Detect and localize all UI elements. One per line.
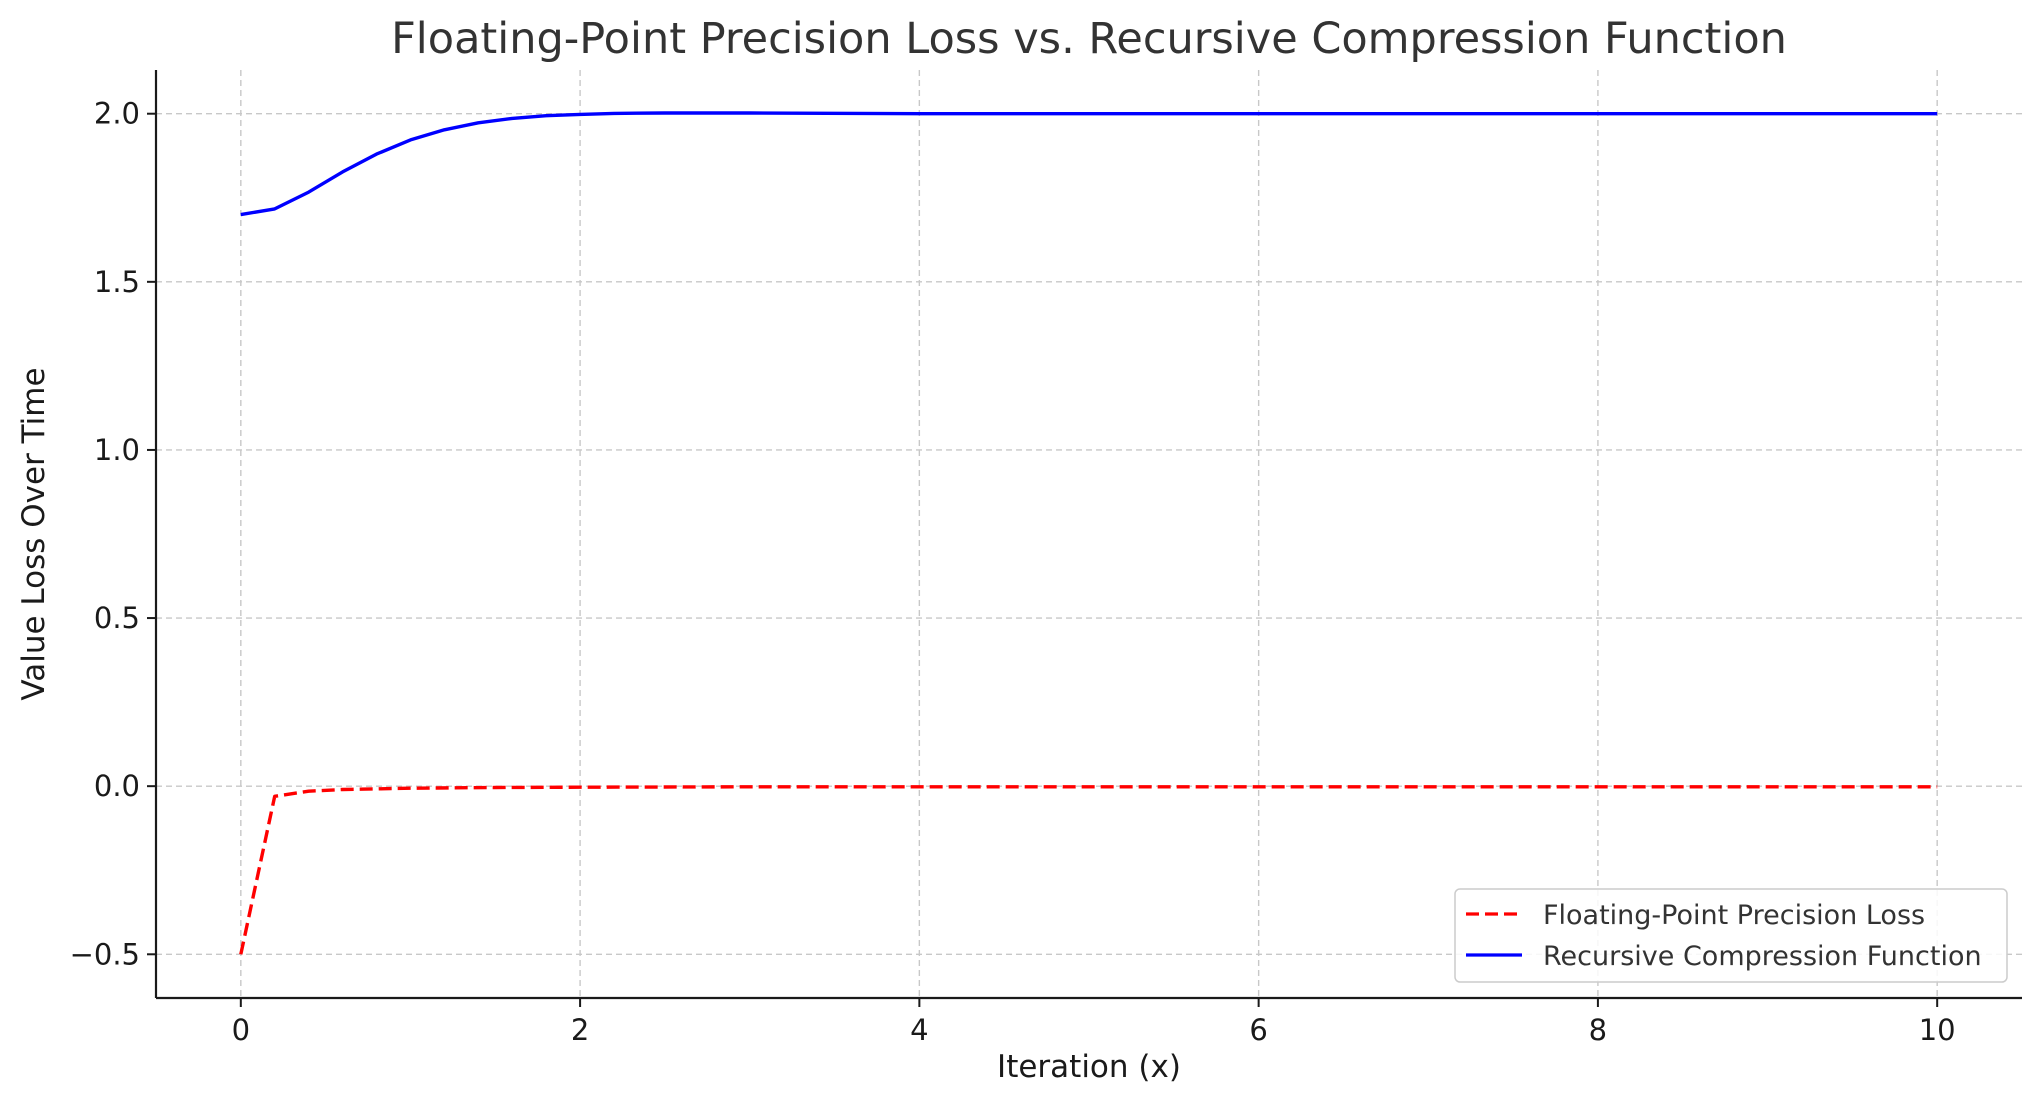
series-line-1	[240, 111, 1938, 217]
x-tick-label: 4	[910, 1013, 928, 1047]
legend-label-recursive-compression: Recursive Compression Function	[1543, 941, 1982, 972]
x-tick-label: 2	[571, 1013, 589, 1047]
series-line-0	[239, 785, 1938, 955]
x-axis-title: Iteration (x)	[997, 1049, 1181, 1085]
x-tick-label: 6	[1249, 1013, 1267, 1047]
y-tick-label: 2.0	[94, 97, 140, 131]
y-tick-label: −0.5	[70, 937, 140, 971]
x-ticks: 0 2 4 6 8 10	[232, 998, 1956, 1047]
chart-title: Floating-Point Precision Loss vs. Recurs…	[391, 14, 1787, 64]
x-tick-label: 10	[1919, 1013, 1956, 1047]
legend: Floating-Point Precision Loss Recursive …	[1454, 888, 2008, 983]
y-tick-label: 0.0	[94, 769, 140, 803]
y-axis-title: Value Loss Over Time	[16, 367, 52, 700]
y-ticks: −0.5 0.0 0.5 1.0 1.5 2.0	[70, 97, 156, 971]
x-tick-label: 8	[1589, 1013, 1607, 1047]
axes	[154, 70, 2022, 1000]
y-tick-label: 1.0	[94, 433, 140, 467]
y-tick-label: 1.5	[94, 265, 140, 299]
y-tick-label: 0.5	[94, 601, 140, 635]
legend-label-floating-point: Floating-Point Precision Loss	[1543, 900, 1925, 931]
legend-box	[1454, 888, 2008, 983]
series-lines	[239, 111, 1938, 955]
x-tick-label: 0	[232, 1013, 250, 1047]
